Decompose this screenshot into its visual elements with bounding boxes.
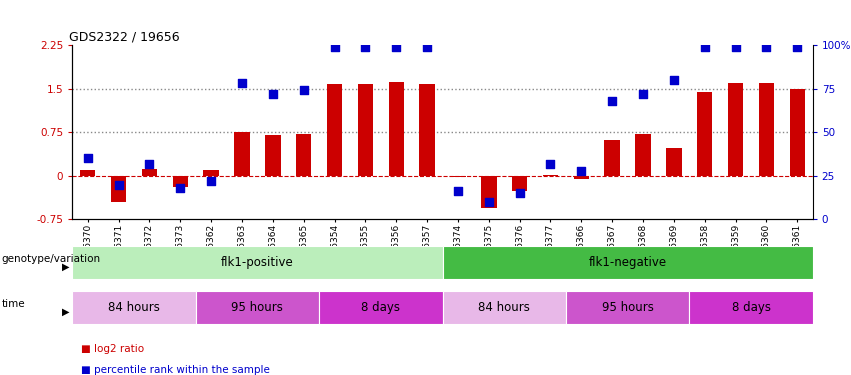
- Point: [513, 190, 527, 196]
- Point: [390, 44, 403, 50]
- Bar: [420, 84, 435, 176]
- Bar: [142, 169, 157, 176]
- Bar: [327, 84, 342, 176]
- Bar: [111, 176, 126, 202]
- Bar: [697, 92, 712, 176]
- Point: [574, 168, 588, 174]
- Text: 8 days: 8 days: [732, 301, 770, 314]
- Text: ■ percentile rank within the sample: ■ percentile rank within the sample: [81, 365, 270, 375]
- Bar: [574, 176, 589, 179]
- Point: [605, 98, 619, 104]
- Bar: [266, 135, 281, 176]
- Point: [266, 91, 280, 97]
- Bar: [443, 246, 813, 279]
- Bar: [543, 175, 558, 176]
- Point: [760, 44, 774, 50]
- Point: [482, 199, 495, 205]
- Point: [728, 44, 742, 50]
- Text: flk1-negative: flk1-negative: [589, 256, 666, 269]
- Point: [143, 160, 157, 166]
- Text: 95 hours: 95 hours: [231, 301, 283, 314]
- Text: ▶: ▶: [62, 261, 70, 272]
- Bar: [759, 83, 774, 176]
- Point: [174, 185, 187, 191]
- Text: time: time: [2, 299, 26, 309]
- Text: ▶: ▶: [62, 306, 70, 316]
- Bar: [296, 134, 311, 176]
- Point: [791, 44, 804, 50]
- Point: [297, 87, 311, 93]
- Point: [667, 77, 681, 83]
- Text: ■ log2 ratio: ■ log2 ratio: [81, 345, 144, 354]
- Point: [698, 44, 711, 50]
- Point: [204, 178, 218, 184]
- Text: 84 hours: 84 hours: [108, 301, 160, 314]
- Bar: [604, 140, 620, 176]
- Bar: [512, 176, 528, 192]
- Bar: [790, 88, 805, 176]
- Bar: [203, 170, 219, 176]
- Text: genotype/variation: genotype/variation: [2, 254, 100, 264]
- Bar: [80, 170, 95, 176]
- Text: 84 hours: 84 hours: [478, 301, 530, 314]
- Point: [637, 91, 650, 97]
- Bar: [666, 148, 682, 176]
- Text: 8 days: 8 days: [362, 301, 400, 314]
- Point: [451, 189, 465, 195]
- Bar: [566, 291, 689, 324]
- Point: [111, 182, 125, 188]
- Text: GDS2322 / 19656: GDS2322 / 19656: [69, 31, 180, 44]
- Bar: [173, 176, 188, 188]
- Point: [328, 44, 341, 50]
- Point: [544, 160, 557, 166]
- Bar: [689, 291, 813, 324]
- Bar: [357, 84, 373, 176]
- Point: [235, 80, 248, 86]
- Bar: [72, 246, 443, 279]
- Bar: [443, 291, 566, 324]
- Point: [420, 44, 434, 50]
- Text: 95 hours: 95 hours: [602, 301, 654, 314]
- Bar: [72, 291, 196, 324]
- Bar: [234, 132, 249, 176]
- Bar: [389, 82, 404, 176]
- Bar: [636, 134, 651, 176]
- Bar: [481, 176, 496, 208]
- Bar: [196, 291, 319, 324]
- Bar: [319, 291, 443, 324]
- Point: [81, 155, 94, 161]
- Bar: [728, 83, 743, 176]
- Text: flk1-positive: flk1-positive: [221, 256, 294, 269]
- Bar: [450, 176, 465, 177]
- Point: [358, 44, 372, 50]
